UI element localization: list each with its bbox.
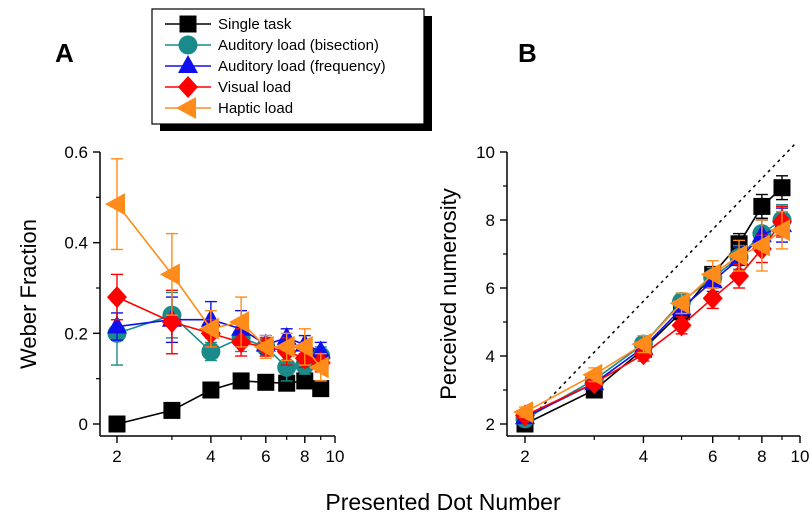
legend-entry-auditory-load-frequency: Auditory load (frequency)	[165, 55, 386, 75]
panel-b-ytick-label-1: 4	[486, 347, 495, 366]
panel-b-series-auditory-load-frequency	[515, 207, 792, 425]
legend: Single task Auditory load (bisection) Audi…	[151, 8, 432, 131]
panel-b-ytick-label-0: 2	[486, 415, 495, 434]
panel-a-point-haptic-load-3	[159, 263, 180, 286]
panel-a-point-haptic-load-4	[198, 317, 219, 340]
panel-a-series	[105, 158, 331, 433]
panel-a-point-haptic-load-5	[229, 311, 250, 333]
panel-a-point-single-task-6	[257, 373, 275, 391]
legend-marker-haptic-load	[176, 97, 196, 119]
panel-b-ytick-label-4: 10	[476, 143, 495, 162]
legend-marker-auditory-load-bisection	[178, 35, 198, 55]
panel-b-point-haptic-load-6	[700, 263, 721, 286]
panel-b-xtick-label-6: 6	[708, 447, 717, 466]
panel-b-ytick-label-3: 8	[486, 211, 495, 230]
panel-a-point-auditory-load-frequency-2	[107, 315, 127, 334]
panel-letter-a: A	[55, 38, 74, 68]
panel-a-ytick-label-0: 0	[79, 415, 88, 434]
legend-label-auditory-load-bisection: Auditory load (bisection)	[218, 37, 379, 54]
panel-a-xtick-label-6: 6	[261, 447, 270, 466]
legend-label-visual-load: Visual load	[218, 79, 291, 96]
legend-marker-visual-load	[178, 76, 198, 98]
x-axis-title: Presented Dot Number	[325, 489, 561, 515]
panel-a-point-haptic-load-2	[105, 193, 125, 216]
panel-b-point-haptic-load-4	[631, 333, 652, 356]
panel-b-point-haptic-load-7	[727, 244, 748, 267]
legend-marker-single-task	[179, 15, 197, 33]
panel-a-point-visual-load-3	[161, 311, 182, 333]
panel-b-point-single-task-8	[753, 197, 771, 215]
panel-b-point-haptic-load-8	[749, 234, 770, 257]
panel-b-point-haptic-load-9	[769, 219, 790, 242]
panel-a-point-single-task-9	[312, 380, 330, 398]
panel-a-point-single-task-3	[163, 401, 181, 419]
panel-letter-b: B	[518, 38, 537, 68]
panel-b-series-visual-load	[515, 205, 792, 427]
panel-a-ytick-label-3: 0.6	[64, 143, 88, 162]
panel-b-point-single-task-9	[773, 179, 791, 197]
panel-b-point-visual-load-5	[671, 314, 692, 337]
panel-a-series-haptic-load	[105, 158, 329, 382]
panel-b-series	[513, 143, 796, 433]
panel-a-xtick-label-8: 8	[300, 447, 309, 466]
panel-a-ytick-label-1: 0.2	[64, 324, 88, 343]
legend-label-haptic-load: Haptic load	[218, 100, 293, 117]
panel-b-point-haptic-load-3	[582, 363, 603, 386]
legend-entry-auditory-load-bisection: Auditory load (bisection)	[165, 35, 379, 55]
panel-a-series-single-task	[108, 372, 330, 433]
panel-a-point-single-task-4	[202, 381, 220, 399]
panel-a-ylabel: Weber Fraction	[16, 219, 41, 369]
panel-b-identity-line	[524, 143, 796, 425]
panel-b-line-single-task	[524, 187, 783, 425]
panel-a-point-haptic-load-9	[308, 356, 329, 379]
legend-label-auditory-load-frequency: Auditory load (frequency)	[218, 58, 386, 75]
legend-label-single-task: Single task	[218, 16, 292, 33]
panel-a-xtick-label-4: 4	[206, 447, 215, 466]
panel-a-point-visual-load-2	[107, 286, 127, 309]
panel-b-point-haptic-load-5	[669, 292, 690, 315]
legend-entry-single-task: Single task	[165, 15, 292, 33]
panel-a-point-auditory-load-bisection-7	[277, 357, 297, 377]
panel-a-point-single-task-2	[108, 415, 126, 433]
panel-a-xtick-label-2: 2	[112, 447, 121, 466]
panel-b-ylabel: Perceived numerosity	[436, 188, 461, 400]
panel-b-series-haptic-load	[513, 210, 790, 424]
panel-a-point-haptic-load-8	[292, 335, 313, 358]
panel-b-xtick-label-8: 8	[757, 447, 766, 466]
panel-b: 2 4 6 8 10 2 4 6 8 10 Perceived numerosity	[436, 143, 809, 466]
panel-a-point-haptic-load-7	[274, 335, 295, 358]
panel-b-point-haptic-load-2	[513, 401, 533, 424]
panel-b-ytick-label-2: 6	[486, 279, 495, 298]
panel-a-point-single-task-8	[296, 372, 314, 390]
legend-marker-auditory-load-frequency	[178, 55, 198, 73]
panel-b-xtick-label-2: 2	[520, 447, 529, 466]
panel-a-point-haptic-load-6	[253, 335, 274, 358]
panel-a-point-single-task-5	[232, 372, 250, 390]
panel-a: 2 4 6 8 10 0 0.2 0.4 0.6 Weber Fraction	[16, 143, 344, 466]
panel-b-xtick-label-4: 4	[639, 447, 648, 466]
panel-b-xtick-label-10: 10	[791, 447, 810, 466]
panel-b-ticks: 2 4 6 8 10 2 4 6 8 10	[476, 143, 809, 466]
panel-a-xtick-label-10: 10	[326, 447, 345, 466]
legend-entry-visual-load: Visual load	[165, 76, 291, 98]
panel-a-ticks: 2 4 6 8 10 0 0.2 0.4 0.6	[64, 143, 344, 466]
legend-entry-haptic-load: Haptic load	[165, 97, 293, 119]
panel-b-point-visual-load-6	[702, 287, 723, 310]
panel-a-ytick-label-2: 0.4	[64, 234, 88, 253]
